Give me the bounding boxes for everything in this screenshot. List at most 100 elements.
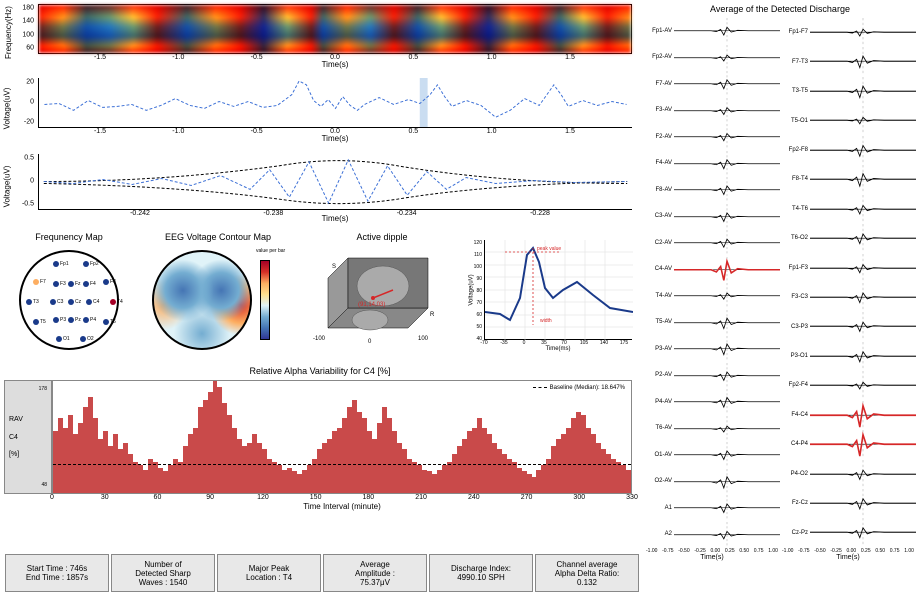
zoom-ylabel: Voltage(uV): [2, 166, 11, 208]
electrode-F3: [53, 281, 59, 287]
rav-bar: [626, 470, 631, 493]
channel-label: T6-AV: [644, 425, 674, 431]
tick: 0.25: [725, 548, 735, 554]
channel-label: F7-AV: [644, 81, 674, 87]
tick: -1.00: [782, 548, 793, 554]
freqmap-head: Fp1Fp2F7F3FzF4F8T3C3CzC4T4T5P3PzP4T6O1O2: [19, 250, 119, 350]
electrode-P4: [83, 317, 89, 323]
electrode-label: F8: [110, 279, 116, 285]
rav-plot: Relative Alpha Variability for C4 [%] 17…: [4, 366, 636, 514]
channel-wave: [810, 47, 916, 75]
electrode-label: Fz: [75, 281, 81, 287]
tick: 60: [154, 494, 162, 501]
channel-wave: [810, 342, 916, 370]
trace-row-P3-AV: P3-AV: [644, 336, 780, 363]
trace-row-F3-AV: F3-AV: [644, 98, 780, 125]
electrode-label: T6: [110, 319, 116, 325]
electrode-label: P4: [90, 317, 96, 323]
channel-wave: [674, 310, 780, 336]
channel-label: T5-O1: [780, 118, 810, 124]
tick: 110: [470, 252, 482, 258]
trace-column-2: Fp1-F7F7-T3T3-T5T5-O1Fp2-F8F8-T4T4-T6T6-…: [780, 18, 916, 548]
tick: 60: [14, 45, 34, 52]
channel-wave: [810, 283, 916, 311]
channel-wave: [674, 124, 780, 150]
stat-cell: Start Time : 746sEnd Time : 1857s: [5, 554, 109, 592]
svg-text:R: R: [430, 312, 435, 318]
svg-text:-100: -100: [313, 336, 326, 342]
trace-row-Fp1-AV: Fp1-AV: [644, 18, 780, 45]
stat-line: 75.37μV: [360, 578, 390, 587]
electrode-T3: [26, 299, 32, 305]
voltage-trace: [39, 78, 632, 127]
channel-label: T3-T5: [780, 88, 810, 94]
channel-wave: [674, 336, 780, 362]
electrode-C4: [86, 299, 92, 305]
channel-wave: [810, 136, 916, 164]
tick: 0.75: [754, 548, 764, 554]
stat-cell: AverageAmplitude :75.37μV: [323, 554, 427, 592]
tick: 0.50: [739, 548, 749, 554]
channel-label: P2-AV: [644, 372, 674, 378]
channel-wave: [674, 177, 780, 203]
tick: 120: [470, 240, 482, 246]
channel-label: C2-AV: [644, 240, 674, 246]
tick: 60: [470, 312, 482, 318]
channel-wave: [810, 312, 916, 340]
rav-sidebar: 178 RAV C4 [%] 48: [4, 380, 52, 494]
trace-row-T6-O2: T6-O2: [780, 224, 916, 253]
trace-row-A1: A1: [644, 495, 780, 522]
trace-row-O1-AV: O1-AV: [644, 442, 780, 469]
channel-label: Cz-Pz: [780, 530, 810, 536]
spectrogram-ylabel: Frequency(Hz): [4, 6, 13, 59]
electrode-T6: [103, 319, 109, 325]
stat-line: Waves : 1540: [139, 578, 188, 587]
trace-row-F8-T4: F8-T4: [780, 165, 916, 194]
channel-wave: [810, 371, 916, 399]
spectrogram-xlabel: Time(s): [38, 60, 632, 69]
stat-line: Detected Sharp: [135, 569, 191, 578]
contour-title: EEG Voltage Contour Map: [138, 232, 298, 242]
trace-row-T4-T6: T4-T6: [780, 195, 916, 224]
channel-wave: [674, 151, 780, 177]
trace-row-T4-AV: T4-AV: [644, 283, 780, 310]
channel-label: T4-T6: [780, 206, 810, 212]
channel-label: C4-P4: [780, 441, 810, 447]
electrode-P3: [53, 317, 59, 323]
electrode-label: T3: [33, 299, 39, 305]
svg-text:0: 0: [368, 339, 372, 345]
electrode-Cz: [68, 299, 74, 305]
electrode-O1: [56, 336, 62, 342]
channel-label: A2: [644, 531, 674, 537]
tick: 1.00: [768, 548, 778, 554]
trace-row-P4-AV: P4-AV: [644, 389, 780, 416]
channel-wave: [674, 230, 780, 256]
contour-head: [152, 250, 252, 350]
svg-text:peak value: peak value: [537, 246, 561, 252]
electrode-label: F4: [90, 281, 96, 287]
tick: 180: [14, 5, 34, 12]
channel-wave: [674, 389, 780, 415]
channel-wave: [674, 416, 780, 442]
stat-line: Alpha Delta Ratio:: [555, 569, 619, 578]
rav-baseline-label: Baseline (Median): 18.647%: [533, 385, 625, 391]
tick: -20: [14, 119, 34, 126]
right-xlabel-2: Time(s): [780, 554, 916, 561]
channel-label: Fp1-F7: [780, 29, 810, 35]
channel-wave: [674, 18, 780, 44]
channel-wave: [810, 165, 916, 193]
electrode-O2: [80, 336, 86, 342]
channel-wave: [810, 195, 916, 223]
trace-row-Fp1-F7: Fp1-F7: [780, 18, 916, 47]
tick: 90: [206, 494, 214, 501]
zoom-plot: Voltage(uV) -0.500.5 -0.242-0.238-0.234-…: [0, 150, 640, 228]
channel-wave: [674, 283, 780, 309]
trace-row-Fp1-F3: Fp1-F3: [780, 254, 916, 283]
tick: 0.75: [890, 548, 900, 554]
trace-row-Fp2-F8: Fp2-F8: [780, 136, 916, 165]
rav-baseline: [53, 464, 631, 465]
trace-row-F3-C3: F3-C3: [780, 283, 916, 312]
trace-row-Fz-Cz: Fz-Cz: [780, 489, 916, 518]
dipole-title: Active dipple: [302, 232, 462, 242]
channel-wave: [810, 518, 916, 546]
